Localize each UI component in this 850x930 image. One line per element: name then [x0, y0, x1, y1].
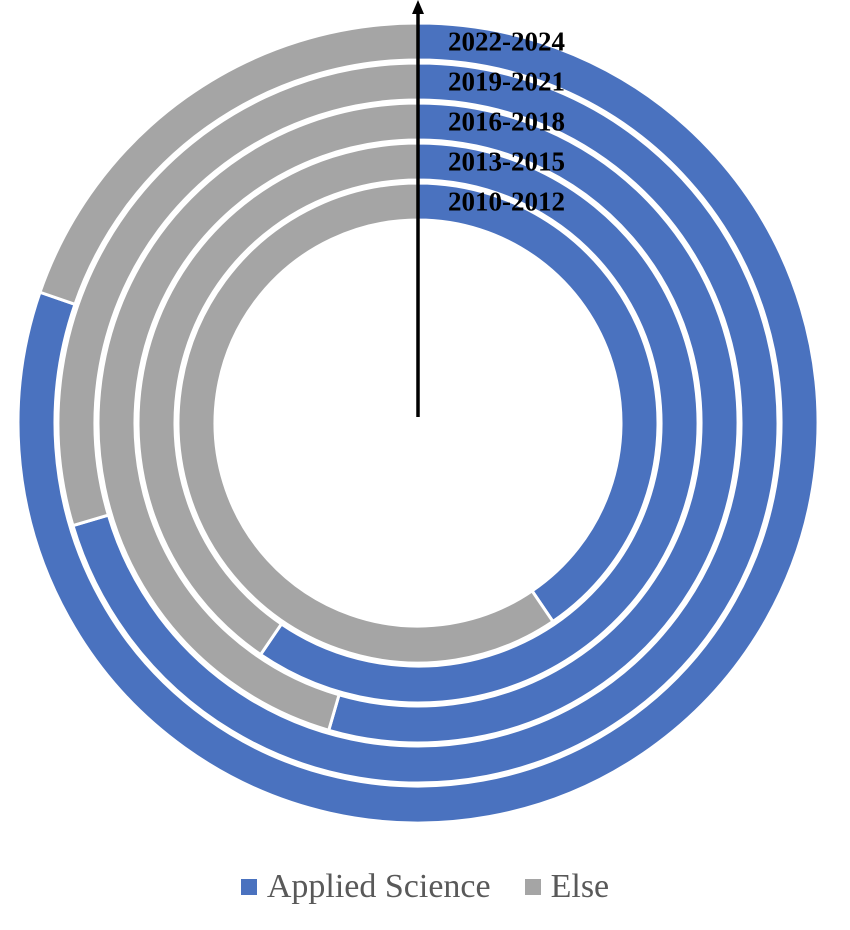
ring-label-2022-2024: 2022-2024	[448, 27, 565, 57]
legend-label-else: Else	[550, 868, 610, 905]
center-arrow	[412, 0, 424, 417]
legend-item-else: Else	[524, 868, 610, 906]
rings-layer	[16, 21, 820, 825]
donut-chart: 2010-2012 2013-2015 2016-2018 2019-2021 2022…	[16, 0, 820, 825]
ring-labels: 2010-2012 2013-2015 2016-2018 2019-2021 2022…	[448, 27, 565, 217]
ring-label-2019-2021: 2019-2021	[448, 67, 565, 97]
ring-segment-2022-2024-applied-science	[16, 21, 820, 825]
ring-label-2016-2018: 2016-2018	[448, 107, 565, 137]
ring-segment-2013-2015-applied-science	[258, 141, 700, 705]
legend-swatch-else	[524, 879, 541, 895]
ring-segment-2019-2021-applied-science	[71, 61, 780, 785]
legend-label-applied-science: Applied Science	[266, 868, 491, 905]
legend-swatch-applied-science	[240, 879, 257, 895]
legend: Applied Science Else	[0, 862, 850, 912]
arrow-head-icon	[412, 0, 424, 14]
ring-segment-2010-2012-else	[176, 181, 555, 665]
ring-label-2013-2015: 2013-2015	[448, 147, 565, 177]
legend-item-applied-science: Applied Science	[240, 868, 491, 906]
ring-label-2010-2012: 2010-2012	[448, 187, 565, 217]
